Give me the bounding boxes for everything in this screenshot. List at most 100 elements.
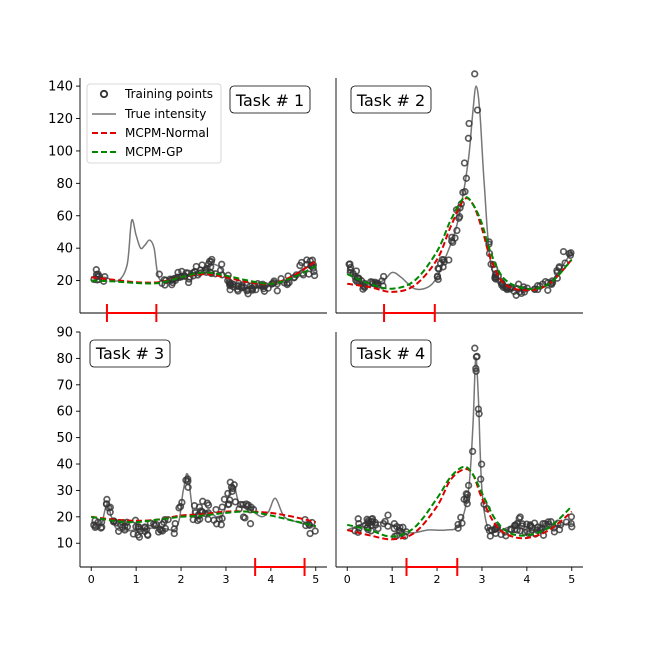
- training-point: [464, 481, 473, 490]
- training-point: [555, 526, 564, 534]
- y-tick-label: 80: [56, 177, 73, 192]
- x-tick-label: 4: [523, 573, 530, 586]
- legend-frame: [86, 83, 222, 164]
- training-point: [565, 249, 573, 258]
- training-point: [121, 526, 129, 534]
- training-point: [455, 213, 464, 221]
- training-point: [155, 270, 163, 278]
- training-point: [562, 518, 571, 526]
- training-point: [210, 516, 218, 524]
- training-point: [445, 256, 453, 264]
- training-point: [185, 275, 193, 283]
- y-tick-label: 50: [56, 431, 73, 446]
- training-point: [217, 521, 225, 529]
- training-point: [228, 487, 236, 496]
- panel-task-4: 0 1 2 3 4 5: [335, 332, 583, 586]
- training-point: [171, 519, 179, 528]
- training-point: [555, 264, 563, 272]
- x-tick-label: 3: [478, 573, 485, 586]
- x-tick-label: 1: [133, 573, 140, 586]
- y-tick-label: 60: [56, 405, 73, 420]
- panel-title-box: [350, 85, 432, 114]
- y-tick-label: 60: [56, 209, 73, 224]
- training-point: [396, 523, 404, 532]
- training-point: [454, 524, 462, 532]
- x-tick-label: 1: [389, 573, 396, 586]
- training-point: [473, 106, 482, 114]
- training-point: [306, 529, 314, 538]
- panel-task-2: [335, 70, 583, 322]
- training-point: [568, 523, 576, 531]
- training-point: [168, 281, 176, 289]
- training-point: [170, 529, 178, 538]
- training-point: [379, 272, 388, 281]
- training-point: [371, 521, 380, 529]
- training-point: [465, 119, 473, 128]
- panel-title-group-4: Task # 4: [350, 339, 432, 368]
- training-point: [477, 475, 485, 483]
- y-tick-label: 40: [56, 458, 73, 473]
- y-tick-label: 30: [56, 484, 73, 499]
- y-tick-label: 80: [56, 352, 73, 367]
- panel-task-1: 20 40 60 80 100 120 140: [48, 78, 327, 322]
- x-tick-label: 3: [222, 573, 229, 586]
- training-point: [539, 519, 547, 528]
- training-point: [218, 503, 226, 511]
- training-point: [103, 495, 111, 504]
- training-point: [454, 520, 462, 529]
- training-point: [225, 500, 233, 508]
- panel-title: Task # 3: [95, 344, 164, 363]
- training-point: [94, 518, 102, 526]
- training-point: [199, 497, 207, 505]
- training-point: [134, 523, 142, 531]
- training-point: [458, 519, 466, 527]
- training-point: [307, 262, 315, 270]
- training-point: [230, 481, 238, 489]
- panel-title: Task # 2: [356, 91, 425, 110]
- y-tick-label: 100: [48, 144, 73, 159]
- training-point: [518, 520, 527, 528]
- training-point: [475, 410, 483, 418]
- training-point: [192, 262, 200, 271]
- training-point: [158, 527, 167, 535]
- training-point: [472, 367, 480, 375]
- training-point: [195, 503, 204, 511]
- training-point: [106, 503, 114, 511]
- training-point: [184, 477, 192, 485]
- training-point: [512, 291, 520, 299]
- y-tick-label: 140: [48, 80, 73, 95]
- training-point: [453, 226, 461, 235]
- x-tick-label: 5: [312, 573, 319, 586]
- training-point: [449, 238, 457, 247]
- panel-title: Task # 4: [356, 344, 425, 363]
- training-point: [434, 264, 442, 273]
- mcpm-gp-line: [91, 510, 317, 528]
- legend-label-training: Training points: [124, 87, 213, 101]
- training-point: [399, 523, 407, 531]
- mcpm-gp-line: [346, 196, 573, 290]
- mcpm-gp-line: [91, 265, 317, 285]
- training-point: [303, 256, 311, 264]
- x-tick-label: 2: [434, 573, 441, 586]
- training-point: [237, 284, 246, 292]
- training-point: [384, 511, 392, 519]
- panel-title-box: [89, 339, 171, 368]
- x-tick-label: 0: [344, 573, 351, 586]
- mcpm-gp-line: [346, 465, 573, 538]
- training-point: [283, 280, 291, 289]
- panel-title-group-3: Task # 3: [89, 339, 171, 368]
- training-point: [176, 502, 185, 511]
- training-point: [144, 531, 152, 539]
- training-point: [534, 523, 542, 531]
- y-tick-label: 20: [56, 274, 73, 289]
- training-point: [491, 274, 499, 282]
- training-point: [461, 188, 469, 196]
- training-point: [486, 532, 494, 540]
- training-point: [462, 174, 471, 182]
- training-point: [471, 344, 479, 352]
- training-point: [226, 281, 235, 289]
- training-point: [507, 525, 515, 533]
- x-tick-label: 0: [88, 573, 95, 586]
- y-tick-label: 10: [56, 537, 73, 552]
